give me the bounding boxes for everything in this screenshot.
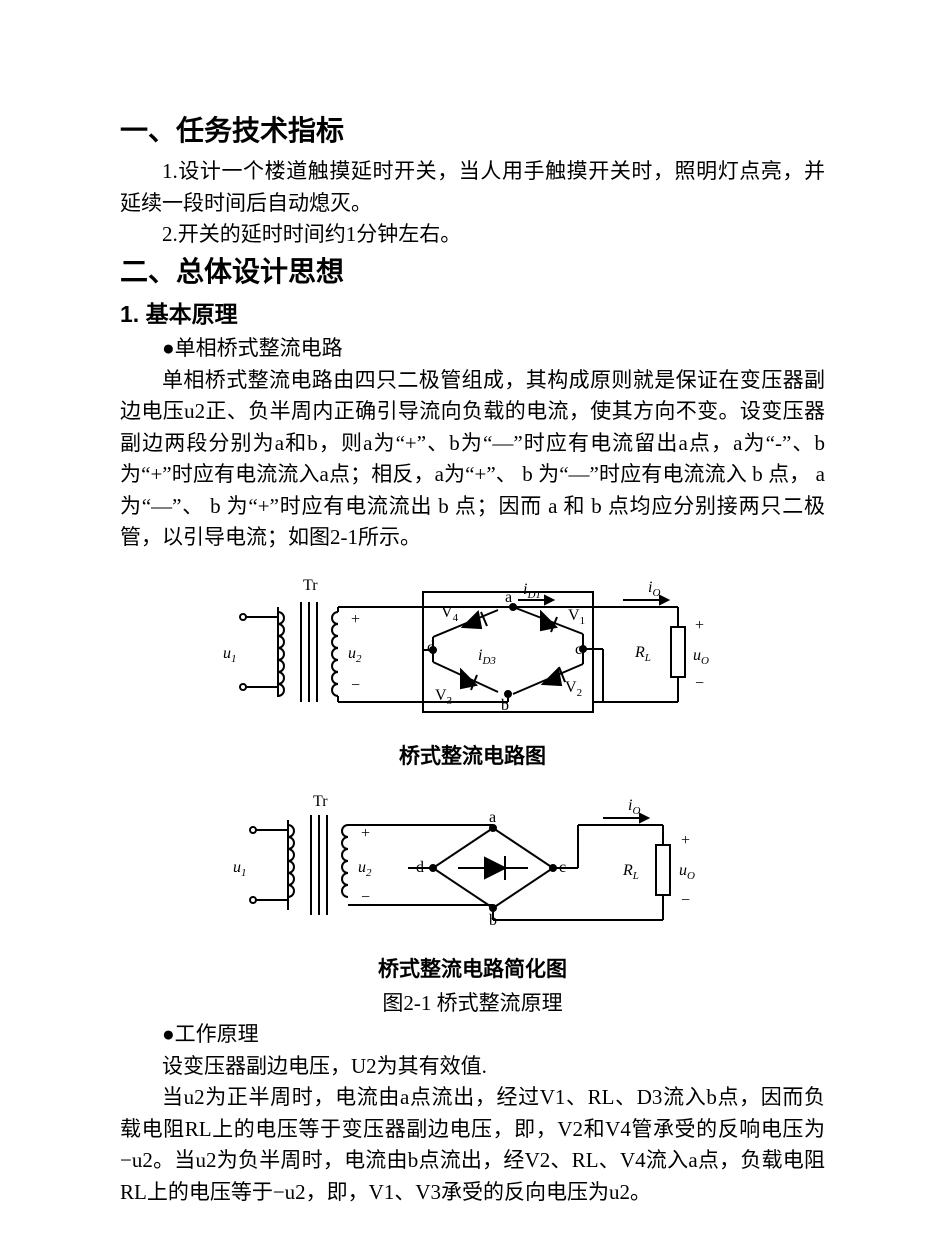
label2-Tr: Tr	[313, 793, 328, 810]
label-minus-1: −	[351, 677, 360, 694]
bullet-1: ●单相桥式整流电路	[120, 333, 825, 365]
figure-1-caption-bold: 桥式整流电路图	[120, 741, 825, 773]
label-V1: V1	[568, 607, 585, 627]
label2-minus-2: −	[681, 892, 690, 909]
section-2-p2: 设变压器副边电压，U2为其有效值.	[120, 1051, 825, 1083]
section-2-p1: 单相桥式整流电路由四只二极管组成，其构成原则就是保证在变压器副边电压u2正、负半…	[120, 365, 825, 554]
label-Tr: Tr	[303, 577, 318, 594]
label2-uO: uO	[679, 862, 695, 882]
label-V3: V3	[435, 687, 453, 707]
label2-u1: u1	[233, 859, 247, 879]
bridge-rectifier-diagram: Tr u1 + u2 − a d c b V4 V1 V3 V2 iD1 iD3…	[223, 562, 723, 737]
label-minus-2: −	[695, 675, 704, 692]
label-iD1: iD1	[523, 581, 541, 601]
label2-RL: RL	[622, 862, 639, 882]
label2-a: a	[489, 809, 496, 826]
label-plus-1: +	[351, 611, 360, 628]
label2-u2: u2	[358, 859, 372, 879]
label-plus-2: +	[695, 617, 704, 634]
figure-1: Tr u1 + u2 − a d c b V4 V1 V3 V2 iD1 iD3…	[120, 562, 825, 773]
bridge-rectifier-simplified: Tr u1 + u2 − a d c b iO RL + uO −	[233, 780, 713, 950]
label-RL: RL	[634, 644, 651, 664]
label-u1: u1	[223, 645, 237, 665]
section-1-p2: 2.开关的延时时间约1分钟左右。	[120, 219, 825, 251]
label-uO: uO	[693, 647, 709, 667]
section-1-heading: 一、任务技术指标	[120, 110, 825, 152]
bullet-2: ●工作原理	[120, 1019, 825, 1051]
figure-2-caption-bold: 桥式整流电路简化图	[120, 954, 825, 986]
figure-2: Tr u1 + u2 − a d c b iO RL + uO − 桥式整流电路…	[120, 780, 825, 1019]
label-u2: u2	[348, 645, 362, 665]
label2-d: d	[416, 859, 424, 876]
label-iD3: iD3	[478, 647, 496, 667]
label-d: d	[427, 639, 435, 656]
label-b: b	[501, 697, 509, 714]
section-1-p1: 1.设计一个楼道触摸延时开关，当人用手触摸开关时，照明灯点亮，并延续一段时间后自…	[120, 156, 825, 219]
label2-b: b	[489, 912, 497, 929]
section-2-sub1: 1. 基本原理	[120, 297, 825, 332]
label2-iO: iO	[628, 797, 640, 817]
label-c: c	[575, 641, 582, 658]
label-V2: V2	[565, 679, 582, 699]
label2-c: c	[559, 859, 566, 876]
figure-caption: 图2-1 桥式整流原理	[120, 988, 825, 1020]
document-page: 一、任务技术指标 1.设计一个楼道触摸延时开关，当人用手触摸开关时，照明灯点亮，…	[0, 0, 945, 1248]
label2-plus-2: +	[681, 832, 690, 849]
label2-plus-1: +	[361, 825, 370, 842]
label-iO: iO	[648, 579, 660, 599]
label2-minus-1: −	[361, 889, 370, 906]
section-2-heading: 二、总体设计思想	[120, 251, 825, 293]
label-a: a	[505, 589, 512, 606]
section-2-p3: 当u2为正半周时，电流由a点流出，经过V1、RL、D3流入b点，因而负载电阻RL…	[120, 1082, 825, 1208]
